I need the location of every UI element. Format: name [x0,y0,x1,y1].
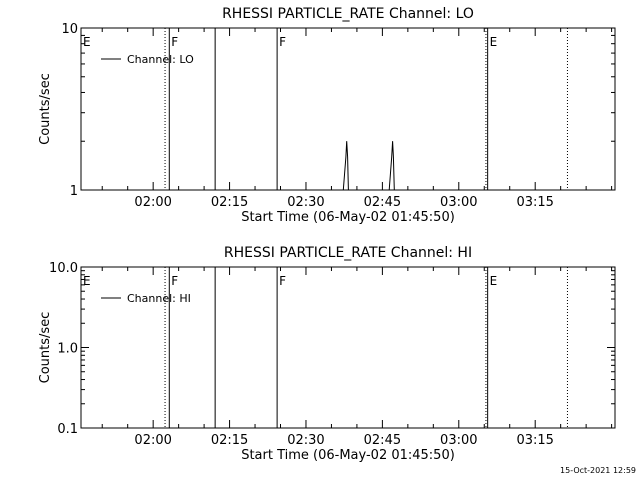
panel-1-x-tick-label: 03:00 [440,195,477,210]
panel-1-title: RHESSI PARTICLE_RATE Channel: LO [222,6,474,22]
panel-1-y-tick-label: 10 [61,22,78,37]
panel-2-y-tick-label: 1.0 [57,342,78,357]
panel-1-x-tick-label: 03:15 [516,195,553,210]
panel-1-x-tick-label: 02:30 [287,195,324,210]
panel-1-x-tick-label: 02:00 [134,195,171,210]
panel-2-x-tick-label: 02:15 [211,433,248,448]
panel-2-title: RHESSI PARTICLE_RATE Channel: HI [224,245,472,261]
panel-1-series-line [342,141,395,191]
panel-1-x-axis-label: Start Time (06-May-02 01:45:50) [241,210,455,225]
panel-2-marker-label: E [490,274,498,288]
panel-2-marker-label: E [83,274,91,288]
panel-2-marker-label: F [279,274,286,288]
panel-2-y-axis-label: Counts/sec [38,312,53,384]
panel-2-x-axis-label: Start Time (06-May-02 01:45:50) [241,448,455,463]
panel-2-marker-label: F [171,274,178,288]
panel-1-marker-label: F [279,35,286,49]
panel-2-x-tick-label: 03:00 [440,433,477,448]
panel-1-marker-label: E [490,35,498,49]
panel-2-x-tick-label: 03:15 [516,433,553,448]
panel-1-y-tick-label: 1 [70,184,78,199]
panel-1-y-axis-label: Counts/sec [38,73,53,145]
panel-1-legend-label: Channel: LO [127,53,194,66]
panel-1-x-tick-label: 02:45 [364,195,401,210]
panel-1-marker-label: E [83,35,91,49]
panel-2-y-tick-label: 10.0 [49,261,78,276]
footer-timestamp: 15-Oct-2021 12:59 [560,466,636,475]
panel-1-x-tick-label: 02:15 [211,195,248,210]
panel-2-x-tick-label: 02:30 [287,433,324,448]
panel-1-marker-label: F [171,35,178,49]
panel-2-y-tick-label: 0.1 [57,422,78,437]
panel-2-x-tick-label: 02:45 [364,433,401,448]
panel-2-legend-label: Channel: HI [127,292,191,305]
panel-2-x-tick-label: 02:00 [134,433,171,448]
